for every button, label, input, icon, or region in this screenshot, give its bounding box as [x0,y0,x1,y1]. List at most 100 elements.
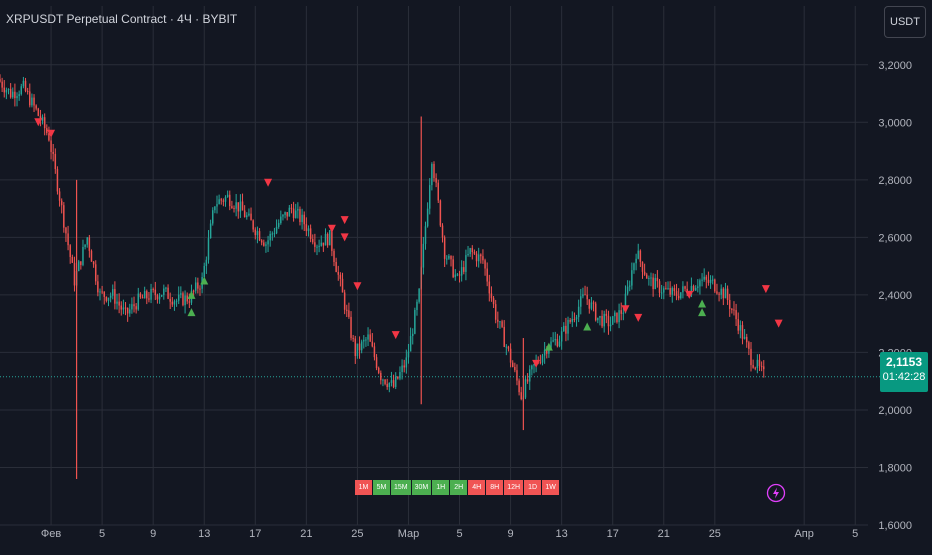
candle-body [141,297,144,299]
candle-body [516,370,518,381]
candle-body [60,200,63,206]
candle-body [35,105,37,109]
buy-signal-marker [698,299,707,308]
candle-body [343,292,346,310]
candle-body [548,348,550,354]
candle-body [760,366,763,368]
candle-body [584,294,586,296]
candle-body [301,214,303,223]
candle-body [733,309,735,311]
candle-body [82,246,84,265]
candle-body [156,295,159,300]
candle-body [337,271,340,275]
candle-body [256,231,259,236]
sell-signal-marker [761,285,770,294]
candle-body [229,194,231,207]
candle-body [267,240,269,245]
candle-body [677,295,680,299]
candle-body [346,309,348,311]
candle-body [269,233,271,241]
candle-body [48,133,50,141]
candle-body [158,296,161,300]
candle-body [465,255,467,272]
candle-body [101,291,103,293]
buy-signal-marker [583,322,592,331]
candle-body [165,287,167,289]
candle-body [403,365,405,368]
candle-body [763,366,765,370]
candle-body [129,309,131,314]
candle-body [354,338,357,357]
candle-body [250,213,252,221]
candle-body [494,304,497,320]
candle-body [618,310,620,323]
lightning-bolt-icon[interactable] [766,483,786,503]
candle-body [437,182,439,201]
candle-body [563,325,565,332]
candle-body [486,268,488,282]
candle-body [1,81,3,88]
candle-body [339,274,342,279]
candle-body [497,319,499,322]
candle-body [160,294,163,297]
candle-body [84,244,86,247]
candle-body [603,313,605,327]
candle-body [620,310,622,314]
candle-body [194,282,197,291]
candle-body [43,117,46,129]
candle-body [409,336,412,352]
candle-body [41,117,44,121]
candle-body [499,321,501,323]
candle-body [667,288,669,290]
candle-body [407,351,410,358]
candle-body [65,227,67,234]
candle-body [54,153,57,170]
candle-body [22,80,25,87]
candle-body [203,265,205,278]
candle-body [503,326,505,347]
candle-body [656,277,659,282]
candle-body [329,230,331,246]
candle-body [152,289,154,291]
candle-body [286,212,288,217]
candle-body [392,380,395,387]
candle-body [320,242,322,246]
bar-countdown: 01:42:28 [882,371,926,383]
candle-body [565,325,567,334]
candle-body [124,307,127,309]
candle-body [524,379,527,398]
sell-signal-marker [353,282,362,291]
sell-signal-marker [774,319,783,328]
candle-body [611,316,614,325]
currency-selector-button[interactable]: USDT [884,6,926,38]
candle-body [167,287,169,299]
candle-body [284,212,286,215]
candle-body [324,233,327,246]
timeframe-cell: 8H [486,480,504,495]
candle-body [528,369,531,382]
candle-body [526,379,529,382]
candle-body [722,288,725,299]
y-tick-label: 2,4000 [878,290,912,302]
candle-body [197,282,199,289]
candle-body [573,318,576,320]
candle-body [88,237,91,251]
candle-body [18,94,20,97]
candle-body [488,281,491,294]
candle-body [58,191,61,201]
candle-body [331,230,333,251]
candle-body [739,325,742,331]
y-tick-label: 2,8000 [878,175,912,187]
candle-body [63,205,65,228]
candle-body [365,339,367,341]
candle-body [148,298,150,300]
candle-body [307,228,310,232]
candle-body [594,303,597,321]
candle-body [728,299,731,309]
candle-body [382,379,384,381]
candle-body [626,286,629,294]
candle-body [539,362,542,364]
candle-body [109,295,112,298]
